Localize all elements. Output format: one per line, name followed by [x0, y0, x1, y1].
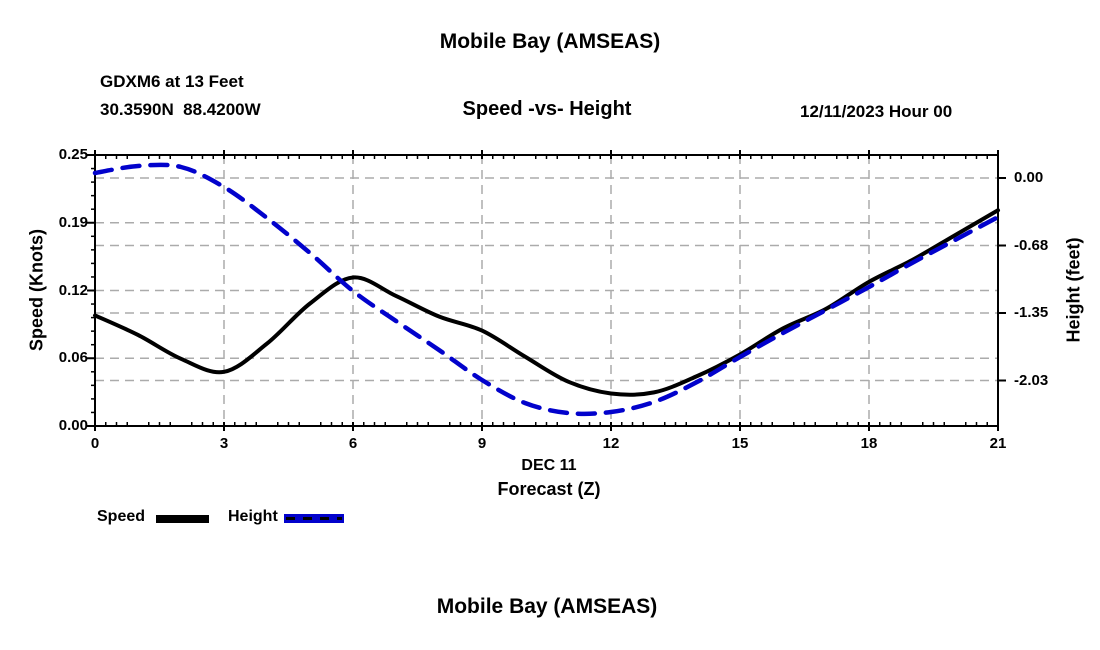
x-tick-label: 3 [219, 435, 229, 452]
left-y-tick-label: 0.25 [58, 146, 88, 163]
left-y-tick-label: 0.12 [58, 281, 88, 299]
legend-swatch-height-dashes [286, 517, 342, 520]
x-tick-label: 12 [602, 435, 620, 452]
x-tick-label: 0 [90, 435, 100, 452]
x-tick-label: 9 [477, 435, 487, 452]
right-y-tick-label: -2.03 [1014, 371, 1049, 389]
right-y-tick-label: 0.00 [1014, 169, 1044, 186]
footer-title: Mobile Bay (AMSEAS) [436, 595, 658, 618]
left-y-tick-label: 0.06 [58, 349, 88, 367]
legend-swatch-height-line [284, 514, 344, 523]
x-axis-date-label: DEC 11 [521, 457, 577, 474]
x-tick-label: 15 [731, 435, 749, 452]
series-line-height [92, 162, 1001, 417]
x-axis-title: Forecast (Z) [497, 479, 601, 499]
station-name: GDXM6 at 13 Feet [100, 72, 244, 91]
right-y-tick-label: -1.35 [1014, 304, 1049, 321]
right-y-tick-label: -0.68 [1014, 236, 1049, 254]
page-title: Mobile Bay (AMSEAS) [439, 30, 661, 53]
series-line-speed [93, 208, 1000, 397]
forecast-datetime: 12/11/2023 Hour 00 [800, 102, 953, 121]
x-tick-label: 18 [860, 435, 878, 452]
legend-label-height: Height [228, 508, 278, 525]
x-tick-label: 21 [989, 435, 1007, 452]
legend-swatch-speed-line [156, 515, 209, 523]
station-coordinates: 30.3590N 88.4200W [100, 100, 261, 119]
chart-subtitle: Speed -vs- Height [462, 98, 632, 120]
left-y-tick-label: 0.19 [58, 213, 88, 231]
x-tick-label: 6 [348, 435, 358, 452]
left-y-tick-label: 0.00 [58, 417, 88, 434]
legend-label-speed: Speed [97, 508, 146, 525]
